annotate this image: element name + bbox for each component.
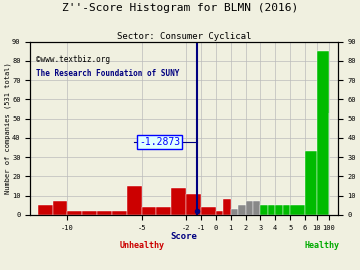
- Bar: [127, 186, 141, 215]
- Bar: [305, 151, 317, 215]
- Bar: [67, 211, 82, 215]
- Bar: [223, 200, 231, 215]
- Bar: [246, 201, 253, 215]
- Bar: [290, 205, 305, 215]
- Text: Healthy: Healthy: [305, 241, 339, 250]
- Bar: [253, 201, 260, 215]
- Title: Sector: Consumer Cyclical: Sector: Consumer Cyclical: [117, 32, 251, 41]
- Bar: [201, 207, 216, 215]
- Bar: [157, 207, 171, 215]
- Bar: [231, 209, 238, 215]
- Bar: [260, 205, 268, 215]
- Bar: [216, 211, 223, 215]
- Bar: [171, 188, 186, 215]
- Bar: [275, 205, 283, 215]
- Text: Unhealthy: Unhealthy: [119, 241, 164, 250]
- Bar: [82, 211, 97, 215]
- Bar: [317, 51, 329, 215]
- Bar: [268, 205, 275, 215]
- Bar: [97, 211, 112, 215]
- Text: The Research Foundation of SUNY: The Research Foundation of SUNY: [36, 69, 180, 78]
- Bar: [38, 205, 53, 215]
- X-axis label: Score: Score: [171, 232, 197, 241]
- Y-axis label: Number of companies (531 total): Number of companies (531 total): [4, 62, 11, 194]
- Bar: [53, 201, 67, 215]
- Bar: [186, 194, 201, 215]
- Bar: [112, 211, 127, 215]
- Text: ©www.textbiz.org: ©www.textbiz.org: [36, 55, 111, 65]
- Text: -1.2873: -1.2873: [139, 137, 180, 147]
- Bar: [283, 205, 290, 215]
- Bar: [238, 205, 246, 215]
- Bar: [141, 207, 157, 215]
- Text: Z''-Score Histogram for BLMN (2016): Z''-Score Histogram for BLMN (2016): [62, 3, 298, 13]
